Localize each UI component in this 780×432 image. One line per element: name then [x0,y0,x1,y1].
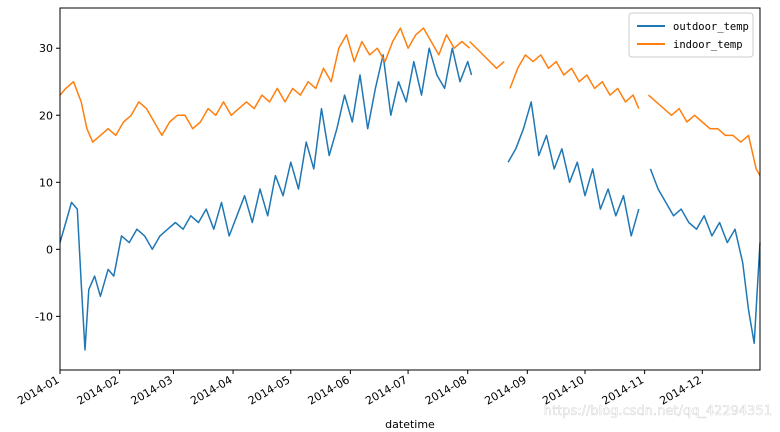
series-line-indoor-temp-segment-2 [509,54,640,109]
x-tick-label: 2014-10 [540,373,586,407]
watermark-text: https://blog.csdn.net/qq_42294351 [544,404,772,419]
y-tick-label: 30 [39,42,53,55]
x-tick-label: 2014-03 [129,373,175,407]
y-axis: -10 0 10 20 30 [35,42,60,323]
legend-label-indoor-temp: indoor_temp [673,39,743,51]
x-tick-label: 2014-06 [306,373,352,407]
x-axis-label: datetime [385,418,435,431]
x-axis: 2014-01 2014-02 2014-03 2014-04 2014-05 2014-… [15,370,704,408]
series-line-indoor-temp-segment-1 [469,40,505,70]
plot-area-frame [59,7,761,371]
series-line-indoor-temp-segment-0 [59,27,471,143]
x-tick-label: 2014-12 [657,373,703,407]
series-line-indoor-temp-segment-3 [648,94,761,176]
y-tick-label: 0 [46,243,53,256]
x-tick-label: 2014-05 [246,373,292,407]
x-tick-label: 2014-11 [600,373,646,407]
series-line-outdoor-temp-segment-0 [59,47,473,351]
y-tick-label: -10 [35,310,53,323]
x-tick-label: 2014-02 [75,373,121,407]
x-tick-label: 2014-09 [482,373,528,407]
y-tick-label: 20 [39,109,53,122]
x-tick-label: 2014-04 [188,373,234,407]
series-line-outdoor-temp-segment-1 [507,101,640,237]
x-tick-label: 2014-07 [363,373,409,407]
legend: outdoor_temp indoor_temp [628,12,754,58]
legend-label-outdoor-temp: outdoor_temp [673,21,749,33]
x-tick-label: 2014-08 [423,373,469,407]
y-tick-label: 10 [39,176,53,189]
series-line-outdoor-temp-segment-2 [649,168,761,344]
series-layer [59,27,761,351]
legend-box [628,12,754,58]
x-tick-label: 2014-01 [15,373,61,407]
